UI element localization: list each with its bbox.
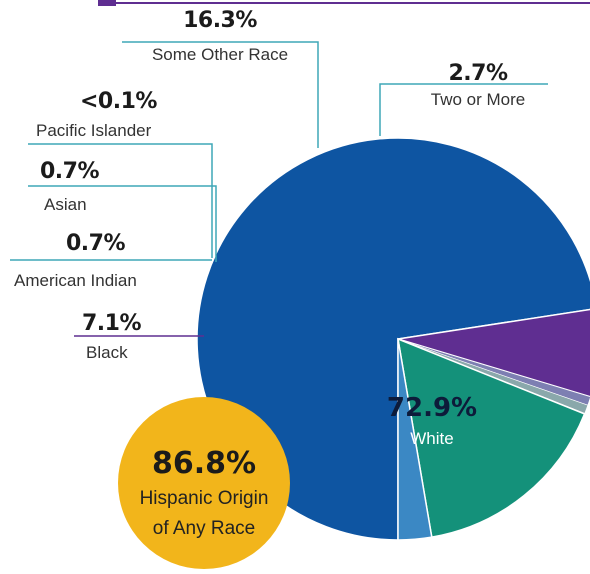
callout-asian: 0.7% Asian xyxy=(40,159,100,214)
category-label-black: Black xyxy=(86,343,128,362)
hispanic-origin-circle xyxy=(118,397,290,569)
hispanic-origin-label-line2: of Any Race xyxy=(153,518,255,539)
leader-pacific-islander xyxy=(28,143,213,258)
value-label-american-indian: 0.7% xyxy=(66,231,125,256)
callout-some-other-race: 16.3% Some Other Race xyxy=(152,8,288,64)
pie-slice-some-other-race xyxy=(397,337,586,539)
top-bar-swatch xyxy=(98,0,116,6)
hispanic-origin-badge: 86.8% Hispanic Origin of Any Race xyxy=(118,397,290,569)
callout-white: 72.9% White xyxy=(387,393,477,448)
callout-pacific-islander: <0.1% Pacific Islander xyxy=(36,89,158,140)
value-label-asian: 0.7% xyxy=(40,159,99,184)
callout-black: 7.1% Black xyxy=(82,311,142,362)
pie-slice-black xyxy=(397,308,590,398)
hispanic-origin-label-line1: Hispanic Origin xyxy=(140,488,269,509)
hispanic-origin-value: 86.8% xyxy=(152,446,256,481)
value-label-some-other-race: 16.3% xyxy=(183,8,257,33)
value-label-black: 7.1% xyxy=(82,311,141,336)
value-label-white: 72.9% xyxy=(387,393,477,423)
pie-slice-two-or-more xyxy=(397,338,433,541)
leader-asian xyxy=(28,185,217,262)
category-label-white: White xyxy=(410,429,453,448)
value-label-two-or-more: 2.7% xyxy=(448,61,507,86)
category-label-asian: Asian xyxy=(44,195,87,214)
category-label-american-indian: American Indian xyxy=(14,271,137,290)
callout-two-or-more: 2.7% Two or More xyxy=(431,61,525,109)
category-label-pacific-islander: Pacific Islander xyxy=(36,121,152,140)
category-label-some-other-race: Some Other Race xyxy=(152,45,288,64)
category-label-two-or-more: Two or More xyxy=(431,90,525,109)
leader-two-or-more xyxy=(379,83,548,136)
value-label-pacific-islander: <0.1% xyxy=(80,89,157,114)
leader-some-other-race xyxy=(122,41,319,148)
callout-american-indian: 0.7% American Indian xyxy=(14,231,137,290)
